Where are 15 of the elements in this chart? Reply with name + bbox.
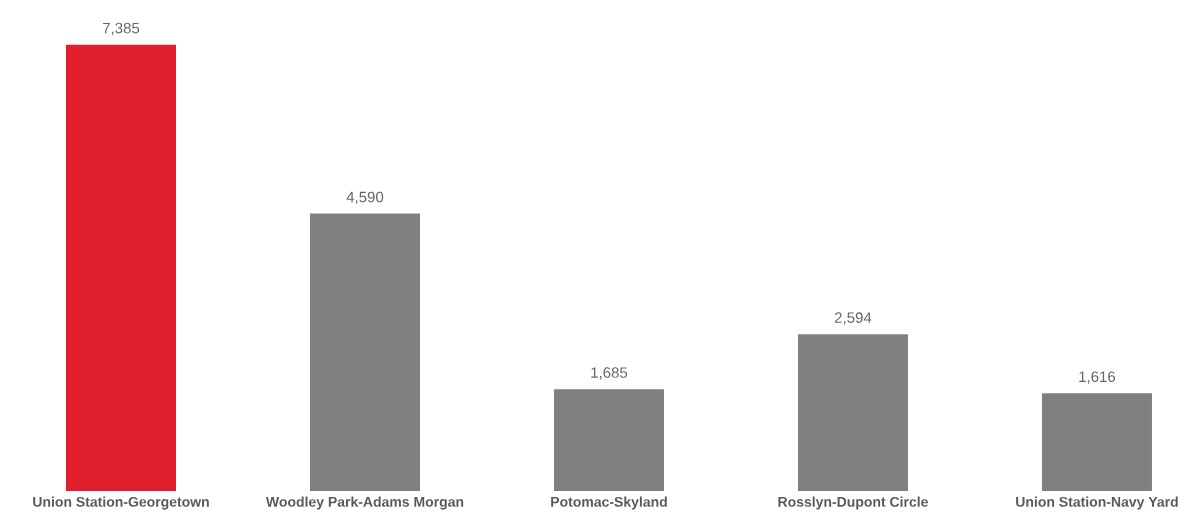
data-label: 2,594 [834,312,872,325]
data-label: 1,616 [1079,371,1116,384]
data-label: 1,685 [591,367,628,380]
bar [309,213,420,491]
x-tick-label: Woodley Park-Adams Morgan [265,496,464,510]
bar [1041,393,1152,491]
x-tick-label: Union Station-Georgetown [33,496,209,510]
bar [66,44,176,491]
bar [553,389,664,491]
data-label: 7,385 [102,22,140,36]
data-label: 4,590 [346,191,384,205]
x-tick-label: Potomac-Skyland [551,496,667,510]
x-tick-label: Rosslyn-Dupont Circle [778,496,928,510]
x-tick-label: Union Station-Navy Yard [1016,496,1178,510]
bar [797,334,908,491]
